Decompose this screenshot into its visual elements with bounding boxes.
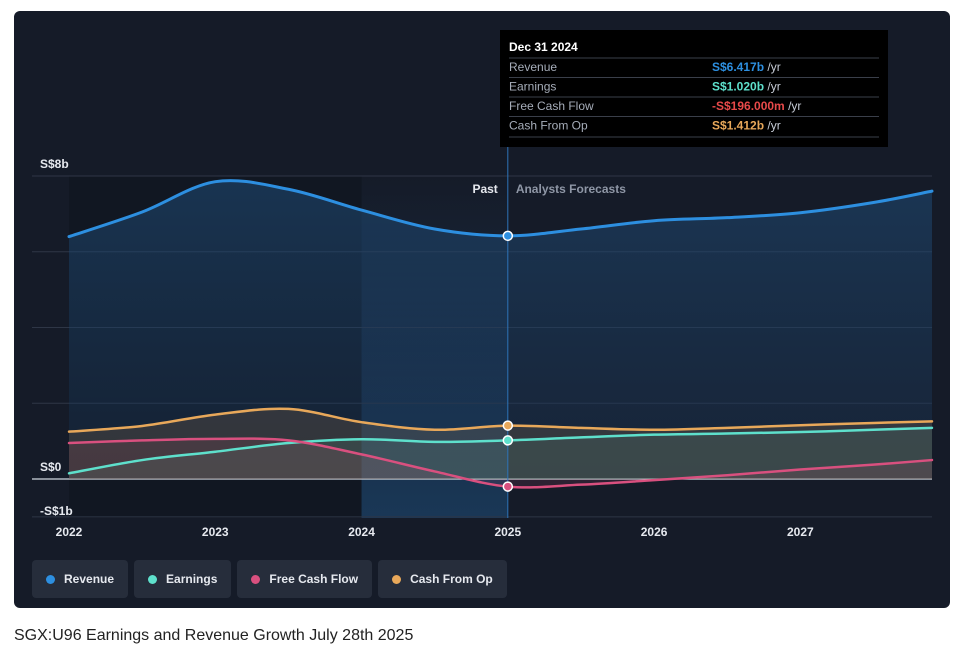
legend-label: Revenue <box>64 572 115 586</box>
tooltip-row-unit: /yr <box>764 80 781 94</box>
free-cash-flow-area <box>69 438 932 488</box>
x-tick-label: 2023 <box>202 525 229 539</box>
tooltip-row-value: -S$196.000m /yr <box>712 99 801 113</box>
cash-from-op-area <box>69 408 932 479</box>
forecast-label: Analysts Forecasts <box>516 182 626 196</box>
tooltip-row-label: Free Cash Flow <box>509 99 594 113</box>
tooltip-row-label: Revenue <box>509 60 557 74</box>
legend-dot-icon <box>392 574 402 584</box>
legend-dot-icon <box>251 574 261 584</box>
earnings-area <box>69 427 932 479</box>
x-tick-label: 2024 <box>348 525 375 539</box>
chart-card: Past Analysts Forecasts S$8b S$0 -S$1b 2022 20… <box>14 11 950 608</box>
tooltip: Dec 31 2024 Revenue S$6.417b /yr Earnings S$… <box>500 30 888 147</box>
legend-dot-icon <box>46 574 55 584</box>
tooltip-row-value: S$6.417b /yr <box>712 60 781 74</box>
y-tick-label: -S$1b <box>40 504 73 518</box>
legend-label: Cash From Op <box>410 572 493 586</box>
legend-label: Free Cash Flow <box>269 572 359 586</box>
earnings-marker[interactable] <box>502 435 514 446</box>
y-tick-label: S$8b <box>40 157 69 171</box>
tooltip-row-value: S$1.020b /yr <box>712 80 781 94</box>
legend-item-free-cash-flow[interactable]: Free Cash Flow <box>237 560 373 598</box>
x-tick-label: 2025 <box>494 525 521 539</box>
tooltip-row-unit: /yr <box>764 119 781 133</box>
free-cash-flow-marker[interactable] <box>502 481 514 492</box>
tooltip-background <box>500 30 888 147</box>
legend-item-earnings[interactable]: Earnings <box>134 560 232 598</box>
tooltip-row-label: Cash From Op <box>509 119 588 133</box>
y-tick-label: S$0 <box>40 460 62 474</box>
tooltip-row-unit: /yr <box>764 60 781 74</box>
cash-from-op-marker[interactable] <box>502 420 514 431</box>
chart-svg: Past Analysts Forecasts S$8b S$0 -S$1b 2022 20… <box>32 30 934 539</box>
past-label: Past <box>472 182 497 196</box>
legend-dot-icon <box>148 574 158 584</box>
tooltip-row-label: Earnings <box>509 80 556 94</box>
tooltip-date: Dec 31 2024 <box>509 40 578 54</box>
legend-label: Earnings <box>166 572 218 586</box>
revenue-area <box>69 180 932 479</box>
tooltip-row-value: S$1.412b /yr <box>712 119 781 133</box>
legend-item-cash-from-op[interactable]: Cash From Op <box>378 560 507 598</box>
legend-item-revenue[interactable]: Revenue <box>32 560 129 598</box>
x-tick-label: 2027 <box>787 525 814 539</box>
tooltip-row-unit: /yr <box>785 99 802 113</box>
x-tick-label: 2026 <box>641 525 668 539</box>
x-tick-label: 2022 <box>56 525 83 539</box>
chart-caption: SGX:U96 Earnings and Revenue Growth July… <box>14 627 414 644</box>
revenue-marker[interactable] <box>502 230 514 242</box>
legend: Revenue Earnings Free Cash Flow Cash From O… <box>32 560 507 598</box>
